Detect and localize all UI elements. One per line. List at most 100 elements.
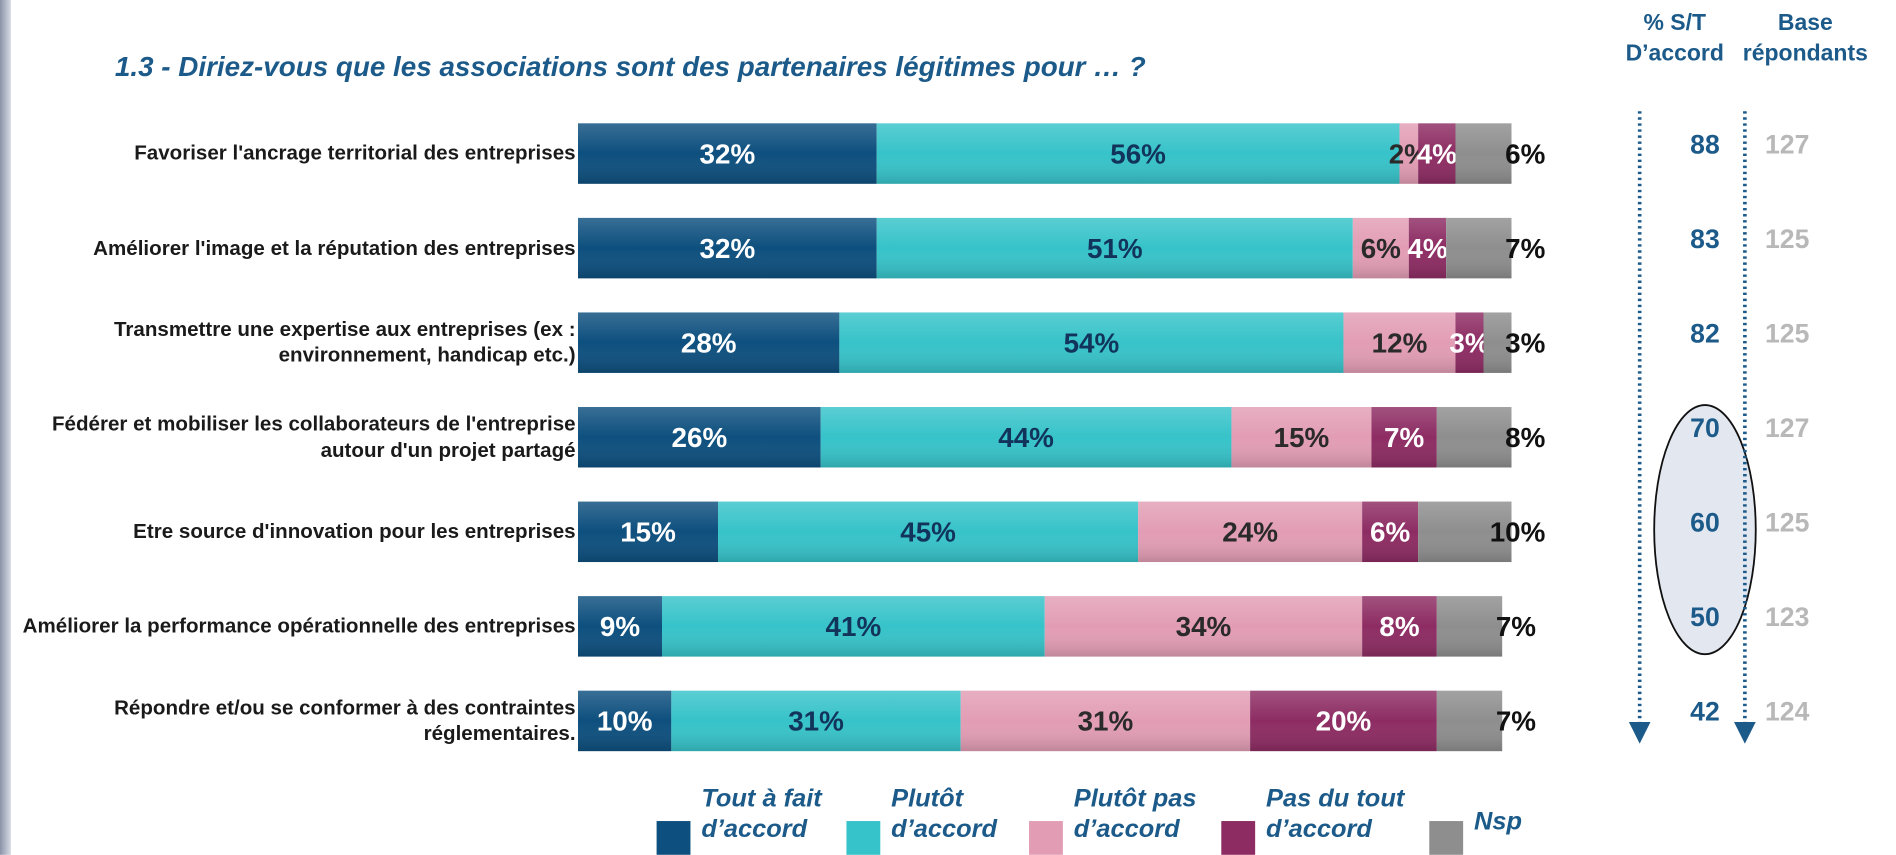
bar-shine — [577, 312, 840, 373]
legend-swatch — [846, 821, 881, 855]
value-label: 56% — [1110, 138, 1166, 169]
bar-shine — [1436, 407, 1512, 468]
value-label: 4% — [1417, 138, 1457, 169]
base-value: 125 — [1765, 224, 1810, 254]
bar-shine — [1418, 123, 1456, 184]
bar-shine — [1455, 312, 1484, 373]
column-header: Base répondants — [1733, 10, 1878, 70]
value-label: 4% — [1407, 233, 1447, 264]
bar-shine — [1352, 217, 1409, 279]
value-label: 7% — [1505, 233, 1545, 264]
legend-swatch — [656, 821, 691, 855]
st-value: 42 — [1690, 697, 1720, 727]
column-header-line: Base — [1777, 10, 1833, 37]
value-label: 8% — [1505, 422, 1545, 453]
value-label: 31% — [788, 706, 844, 737]
bar-shine — [1408, 217, 1447, 279]
st-value: 60 — [1690, 508, 1720, 538]
base-value: 125 — [1765, 318, 1810, 348]
bar-shine — [577, 217, 877, 279]
base-value: 123 — [1765, 602, 1809, 632]
bar-shine — [662, 596, 1045, 657]
value-label: 26% — [672, 422, 728, 453]
bar-shine — [1371, 407, 1437, 468]
bar-shine — [1250, 690, 1437, 752]
value-label: 10% — [597, 706, 653, 737]
value-label: 20% — [1316, 706, 1372, 737]
st-value: 82 — [1690, 318, 1720, 348]
category-label: Améliorer la performance opérationnelle … — [22, 614, 576, 638]
legend-label: Nsp — [1474, 807, 1523, 836]
bar-shine — [577, 596, 663, 657]
value-label: 31% — [1078, 706, 1134, 737]
column-header-line: % S/T — [1643, 10, 1707, 37]
value-label: 6% — [1505, 138, 1545, 169]
legend-swatch — [1429, 821, 1464, 855]
value-label: 7% — [1496, 611, 1536, 642]
bar-shine — [671, 690, 961, 752]
highlight-ellipse — [1653, 404, 1757, 656]
legend-label: Plutôt pas d’accord — [1073, 784, 1197, 844]
bar-shine — [1446, 217, 1512, 279]
side-stripe — [0, 0, 11, 855]
category-label: Transmettre une expertise aux entreprise… — [113, 318, 576, 367]
bar-shine — [1483, 312, 1512, 373]
bar-shine — [1044, 596, 1363, 657]
value-label: 51% — [1087, 233, 1143, 264]
value-label: 9% — [600, 611, 640, 642]
bar-shine — [960, 690, 1251, 752]
value-label: 32% — [700, 138, 756, 169]
bar-shine — [839, 312, 1344, 373]
st-value: 70 — [1690, 413, 1720, 443]
bar-shine — [1343, 312, 1456, 373]
value-label: 7% — [1496, 706, 1536, 737]
base-value: 124 — [1765, 697, 1810, 727]
bar-shine — [577, 407, 821, 468]
bar-shine — [876, 123, 1400, 184]
base-value: 125 — [1765, 508, 1810, 538]
value-label: 7% — [1384, 422, 1424, 453]
bar-shine — [718, 501, 1139, 563]
category-label: Améliorer l'image et la réputation des e… — [93, 236, 576, 260]
bar-shine — [1455, 123, 1512, 184]
st-value: 88 — [1690, 129, 1720, 159]
value-label: 3% — [1505, 327, 1545, 358]
bar-shine — [1362, 501, 1419, 563]
value-label: 41% — [826, 611, 882, 642]
legend-swatch — [1221, 821, 1256, 855]
value-label: 10% — [1490, 517, 1546, 548]
bar-shine — [1436, 596, 1503, 657]
value-label: 12% — [1372, 327, 1428, 358]
bar-shine — [1399, 123, 1419, 184]
legend-swatch — [1029, 821, 1063, 855]
value-label: 44% — [998, 422, 1054, 453]
base-value: 127 — [1765, 413, 1809, 443]
value-label: 24% — [1222, 517, 1278, 548]
column-header-line: D’accord — [1625, 40, 1724, 67]
bar-shine — [820, 407, 1232, 468]
value-label: 32% — [700, 233, 756, 264]
value-label: 6% — [1370, 517, 1410, 548]
value-label: 6% — [1361, 233, 1401, 264]
legend-label: Pas du tout d’accord — [1266, 784, 1405, 844]
value-label: 45% — [900, 517, 956, 548]
bar-shine — [577, 690, 672, 752]
legend-label: Plutôt d’accord — [891, 784, 998, 844]
value-label: 3% — [1449, 327, 1489, 358]
bar-shine — [577, 501, 719, 563]
bar-shine — [1231, 407, 1372, 468]
column-header-line: répondants — [1742, 40, 1868, 67]
category-label: Etre source d'innovation pour les entrep… — [133, 520, 576, 544]
base-value: 127 — [1765, 129, 1809, 159]
category-label: Fédérer et mobiliser les collaborateurs … — [51, 412, 576, 462]
value-label: 8% — [1379, 611, 1419, 642]
column-header: % S/T D’accord — [1602, 10, 1747, 70]
st-value: 50 — [1690, 602, 1720, 632]
bar-shine — [1418, 501, 1512, 563]
st-value: 83 — [1690, 224, 1720, 254]
value-label: 15% — [620, 517, 676, 548]
bar-shine — [1362, 596, 1437, 657]
chart-title: 1.3 - Diriez-vous que les associations s… — [114, 50, 1146, 83]
